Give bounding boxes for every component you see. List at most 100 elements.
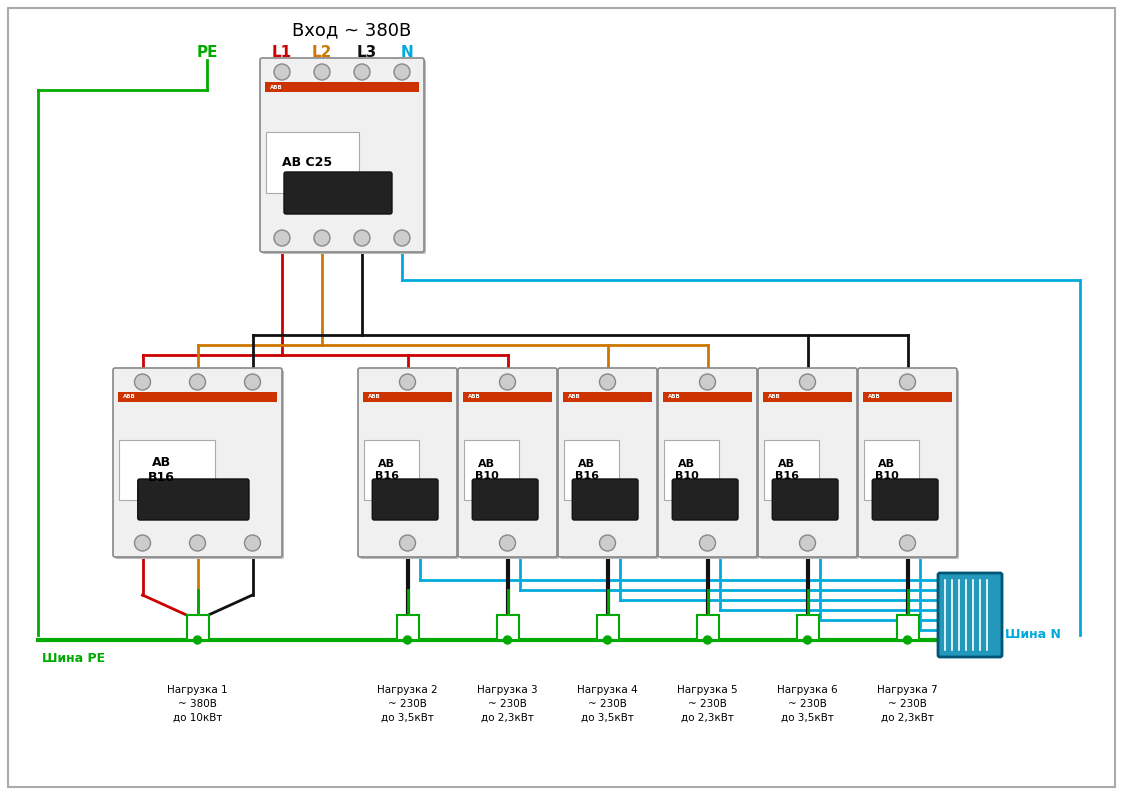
Circle shape bbox=[135, 535, 150, 551]
Text: АВ
В16: АВ В16 bbox=[148, 456, 175, 484]
FancyBboxPatch shape bbox=[115, 370, 284, 559]
Bar bbox=[463, 392, 553, 402]
FancyBboxPatch shape bbox=[262, 60, 426, 254]
Text: ABB: ABB bbox=[768, 394, 780, 400]
Circle shape bbox=[700, 535, 715, 551]
Bar bbox=[496, 615, 519, 640]
Circle shape bbox=[600, 374, 615, 390]
Text: ABB: ABB bbox=[868, 394, 880, 400]
Text: Вход ~ 380В: Вход ~ 380В bbox=[292, 21, 412, 39]
FancyBboxPatch shape bbox=[873, 479, 938, 520]
FancyBboxPatch shape bbox=[760, 370, 859, 559]
Bar bbox=[119, 440, 214, 499]
FancyBboxPatch shape bbox=[660, 370, 759, 559]
FancyBboxPatch shape bbox=[138, 479, 249, 520]
Circle shape bbox=[403, 636, 411, 644]
Text: N: N bbox=[401, 45, 413, 60]
Circle shape bbox=[193, 636, 201, 644]
FancyBboxPatch shape bbox=[573, 479, 638, 520]
FancyBboxPatch shape bbox=[360, 370, 459, 559]
Text: Шина PE: Шина PE bbox=[42, 651, 106, 665]
Text: L3: L3 bbox=[357, 45, 377, 60]
Bar bbox=[564, 440, 619, 499]
Circle shape bbox=[500, 374, 515, 390]
Circle shape bbox=[274, 230, 290, 246]
FancyBboxPatch shape bbox=[558, 368, 657, 557]
Bar bbox=[862, 392, 952, 402]
Circle shape bbox=[354, 230, 369, 246]
Bar bbox=[266, 132, 359, 193]
Text: АВ
В10: АВ В10 bbox=[475, 459, 499, 481]
Circle shape bbox=[394, 230, 410, 246]
Bar bbox=[764, 440, 819, 499]
Circle shape bbox=[603, 636, 612, 644]
Circle shape bbox=[135, 374, 150, 390]
FancyBboxPatch shape bbox=[358, 368, 457, 557]
FancyBboxPatch shape bbox=[261, 58, 424, 252]
Circle shape bbox=[500, 535, 515, 551]
Circle shape bbox=[400, 535, 416, 551]
Circle shape bbox=[400, 374, 416, 390]
Text: Нагрузка 6
~ 230В
до 3,5кВт: Нагрузка 6 ~ 230В до 3,5кВт bbox=[777, 685, 838, 723]
FancyBboxPatch shape bbox=[858, 368, 957, 557]
Bar bbox=[796, 615, 819, 640]
Text: ABB: ABB bbox=[270, 84, 283, 90]
Bar bbox=[596, 615, 619, 640]
Circle shape bbox=[245, 374, 261, 390]
Circle shape bbox=[900, 374, 915, 390]
Bar bbox=[563, 392, 652, 402]
Text: L2: L2 bbox=[312, 45, 332, 60]
Circle shape bbox=[314, 230, 330, 246]
Circle shape bbox=[904, 636, 912, 644]
Text: ABB: ABB bbox=[124, 394, 136, 400]
Bar bbox=[864, 440, 919, 499]
Text: Нагрузка 1
~ 380В
до 10кВт: Нагрузка 1 ~ 380В до 10кВт bbox=[167, 685, 228, 723]
Text: АВ
В16: АВ В16 bbox=[375, 459, 399, 481]
Circle shape bbox=[803, 636, 812, 644]
Text: АВ
В16: АВ В16 bbox=[775, 459, 798, 481]
Circle shape bbox=[190, 535, 206, 551]
Text: PE: PE bbox=[197, 45, 218, 60]
Circle shape bbox=[703, 636, 712, 644]
Bar bbox=[363, 392, 451, 402]
Circle shape bbox=[314, 64, 330, 80]
FancyBboxPatch shape bbox=[473, 479, 538, 520]
Circle shape bbox=[394, 64, 410, 80]
Bar bbox=[118, 392, 277, 402]
Circle shape bbox=[354, 64, 369, 80]
FancyBboxPatch shape bbox=[938, 573, 1002, 657]
Text: L1: L1 bbox=[272, 45, 292, 60]
FancyBboxPatch shape bbox=[284, 172, 392, 214]
Bar bbox=[464, 440, 519, 499]
Text: Нагрузка 7
~ 230В
до 2,3кВт: Нагрузка 7 ~ 230В до 2,3кВт bbox=[877, 685, 938, 723]
Circle shape bbox=[245, 535, 261, 551]
Bar bbox=[663, 392, 752, 402]
Bar bbox=[265, 82, 419, 92]
Bar bbox=[364, 440, 419, 499]
Text: АВ
В10: АВ В10 bbox=[875, 459, 898, 481]
Bar bbox=[186, 615, 209, 640]
Text: ABB: ABB bbox=[568, 394, 581, 400]
Text: АВ С25: АВ С25 bbox=[282, 156, 332, 169]
Bar bbox=[664, 440, 719, 499]
Circle shape bbox=[190, 374, 206, 390]
FancyBboxPatch shape bbox=[460, 370, 559, 559]
FancyBboxPatch shape bbox=[773, 479, 838, 520]
Circle shape bbox=[900, 535, 915, 551]
FancyBboxPatch shape bbox=[658, 368, 757, 557]
Text: Шина N: Шина N bbox=[1005, 629, 1061, 642]
FancyBboxPatch shape bbox=[113, 368, 282, 557]
FancyBboxPatch shape bbox=[458, 368, 557, 557]
FancyBboxPatch shape bbox=[372, 479, 438, 520]
Bar bbox=[696, 615, 719, 640]
FancyBboxPatch shape bbox=[758, 368, 857, 557]
Circle shape bbox=[503, 636, 511, 644]
FancyBboxPatch shape bbox=[560, 370, 659, 559]
Circle shape bbox=[800, 535, 815, 551]
Circle shape bbox=[700, 374, 715, 390]
Text: ABB: ABB bbox=[468, 394, 481, 400]
Bar bbox=[763, 392, 852, 402]
Circle shape bbox=[600, 535, 615, 551]
Circle shape bbox=[274, 64, 290, 80]
Text: Нагрузка 5
~ 230В
до 2,3кВт: Нагрузка 5 ~ 230В до 2,3кВт bbox=[677, 685, 738, 723]
